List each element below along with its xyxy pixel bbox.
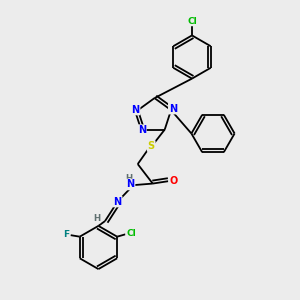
Text: F: F [63, 230, 69, 239]
Text: N: N [169, 103, 177, 114]
Text: S: S [148, 141, 155, 151]
Text: Cl: Cl [187, 16, 197, 26]
Text: N: N [114, 196, 122, 207]
Text: O: O [169, 176, 177, 186]
Text: N: N [131, 104, 140, 115]
Text: N: N [127, 179, 135, 190]
Text: N: N [138, 125, 146, 135]
Text: H: H [93, 214, 100, 223]
Text: Cl: Cl [126, 229, 136, 238]
Text: H: H [125, 174, 132, 183]
